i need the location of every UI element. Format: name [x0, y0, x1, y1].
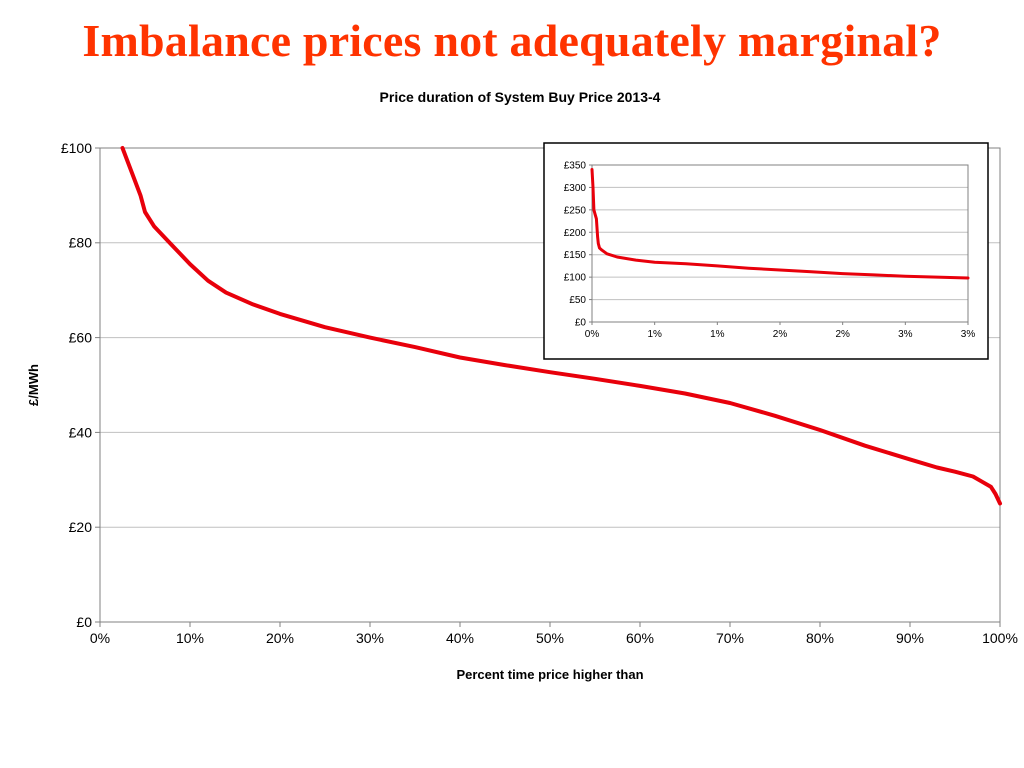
inset-y-tick-label: £0 — [575, 318, 587, 329]
main-x-tick-label: 10% — [176, 630, 204, 646]
main-y-tick-label: £80 — [69, 235, 93, 251]
slide-title: Imbalance prices not adequately marginal… — [82, 15, 942, 66]
inset-y-tick-label: £250 — [564, 205, 587, 216]
main-x-tick-label: 60% — [626, 630, 654, 646]
inset-x-tick-label: 1% — [710, 329, 725, 340]
inset-x-tick-label: 3% — [898, 329, 913, 340]
inset-y-tick-label: £200 — [564, 228, 587, 239]
main-x-tick-label: 100% — [982, 630, 1018, 646]
main-y-tick-label: £100 — [61, 140, 92, 156]
inset-y-tick-label: £350 — [564, 161, 587, 172]
main-x-tick-label: 20% — [266, 630, 294, 646]
main-x-tick-label: 30% — [356, 630, 384, 646]
inset-x-tick-label: 2% — [773, 329, 788, 340]
main-x-tick-label: 80% — [806, 630, 834, 646]
inset-chart-frame — [543, 142, 989, 360]
main-x-tick-label: 50% — [536, 630, 564, 646]
inset-y-tick-label: £100 — [564, 273, 587, 284]
inset-x-tick-label: 2% — [835, 329, 850, 340]
main-y-tick-label: £60 — [69, 330, 93, 346]
main-series-line-0 — [120, 146, 1002, 506]
x-axis-label: Percent time price higher than — [456, 667, 643, 682]
main-x-tick-label: 40% — [446, 630, 474, 646]
main-y-tick-label: £20 — [69, 519, 93, 535]
inset-x-tick-label: 0% — [585, 329, 600, 340]
inset-y-tick-label: £50 — [569, 295, 586, 306]
chart-title: Price duration of System Buy Price 2013-… — [380, 89, 661, 105]
inset-y-tick-label: £150 — [564, 250, 587, 261]
main-y-tick-label: £40 — [69, 424, 93, 440]
main-x-tick-label: 70% — [716, 630, 744, 646]
inset-x-tick-label: 1% — [647, 329, 662, 340]
main-x-tick-label: 90% — [896, 630, 924, 646]
y-axis-label: £/MWh — [26, 364, 41, 406]
main-y-tick-label: £0 — [76, 614, 92, 630]
inset-y-tick-label: £300 — [564, 183, 587, 194]
inset-series-line-0 — [590, 168, 970, 280]
main-x-tick-label: 0% — [90, 630, 110, 646]
inset-x-tick-label: 3% — [961, 329, 976, 340]
